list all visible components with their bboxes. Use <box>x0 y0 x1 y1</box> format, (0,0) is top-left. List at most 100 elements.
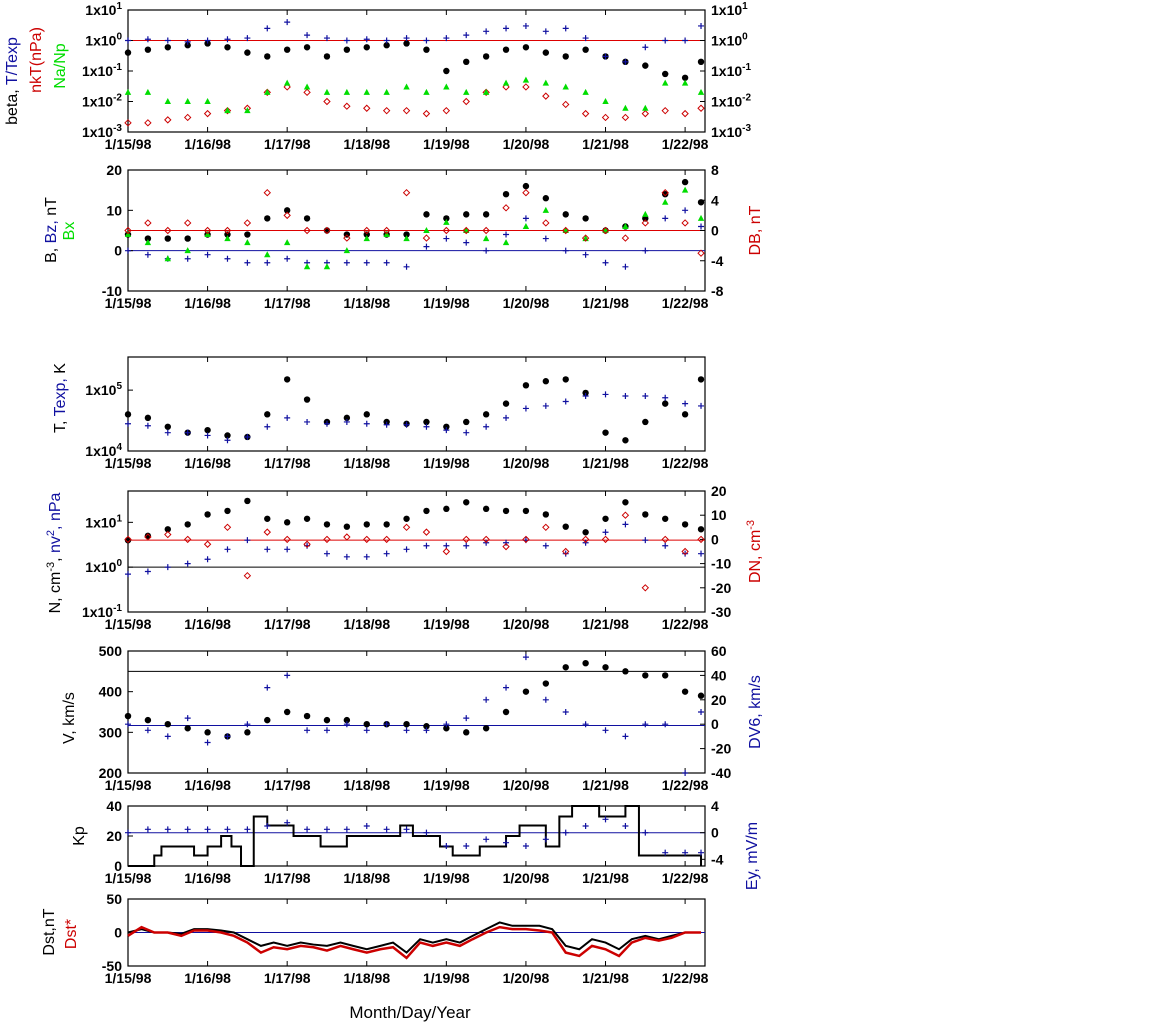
data-point <box>224 36 231 43</box>
data-point <box>562 398 569 405</box>
data-point <box>697 526 705 533</box>
data-point <box>502 542 510 551</box>
data-point <box>542 378 550 385</box>
data-point <box>442 106 451 115</box>
data-point <box>443 542 450 549</box>
data-point <box>443 725 450 732</box>
data-point <box>203 109 212 118</box>
y-tick-label: 0 <box>114 243 122 259</box>
data-point <box>303 226 311 235</box>
data-point <box>363 104 371 112</box>
data-point <box>662 70 669 78</box>
data-point <box>124 49 132 56</box>
data-point <box>642 247 649 254</box>
data-point <box>582 660 589 667</box>
data-point <box>244 729 251 736</box>
data-point <box>682 37 689 44</box>
data-point <box>144 219 152 227</box>
data-point <box>698 849 705 856</box>
x-tick-label: 1/18/98 <box>343 136 390 152</box>
series-p4-1 <box>125 521 705 578</box>
data-point <box>204 556 211 563</box>
data-point <box>661 188 669 197</box>
data-point <box>343 716 351 724</box>
data-point <box>463 715 470 722</box>
data-point <box>622 823 629 829</box>
data-point <box>125 37 131 44</box>
data-point <box>223 226 232 235</box>
y-tick-label: 1x101 <box>85 1 122 18</box>
data-point <box>224 44 231 51</box>
data-point <box>641 584 650 592</box>
x-tick-label: 1/16/98 <box>184 616 231 632</box>
y-tick-label: 20 <box>711 692 727 708</box>
data-point <box>144 422 151 429</box>
data-point <box>263 188 271 197</box>
data-point <box>283 46 291 53</box>
x-tick-label: 1/18/98 <box>343 870 390 886</box>
panel-p4: 1/15/98 1/16/98 1/17/98 1/18/98 1/19/98 1/20/… <box>45 483 764 632</box>
data-point <box>697 535 705 544</box>
data-point <box>284 255 291 262</box>
x-tick-label: 1/18/98 <box>343 970 390 986</box>
data-point <box>304 418 311 425</box>
data-point <box>125 829 131 836</box>
data-point <box>542 235 549 242</box>
data-point <box>682 849 689 856</box>
y-tick-label: 1x10-3 <box>711 123 751 140</box>
data-point <box>662 400 669 407</box>
data-point <box>164 44 171 51</box>
data-point <box>522 507 530 515</box>
data-point <box>562 25 569 32</box>
data-point <box>244 497 251 505</box>
y-tick-label: 1x101 <box>85 513 122 530</box>
data-point <box>681 411 689 418</box>
data-point <box>423 211 430 218</box>
data-point <box>582 46 589 53</box>
data-point <box>542 680 550 687</box>
data-point <box>323 97 331 106</box>
data-point <box>184 247 191 254</box>
x-tick-label: 1/17/98 <box>264 455 311 471</box>
data-point <box>463 239 470 246</box>
data-point <box>224 826 231 833</box>
data-point <box>264 215 271 222</box>
data-point <box>382 106 391 115</box>
x-tick-label: 1/17/98 <box>264 136 311 152</box>
x-tick-label: 1/15/98 <box>105 616 152 632</box>
data-point <box>582 88 589 95</box>
data-point <box>522 22 529 29</box>
data-point <box>463 32 470 39</box>
data-point <box>502 708 510 716</box>
data-point <box>622 668 629 675</box>
y-axis-label-left-2: nkT(nPa) <box>28 27 45 93</box>
data-point <box>164 526 171 533</box>
y-tick-label: 1x100 <box>85 32 122 49</box>
data-point <box>124 226 132 235</box>
data-point <box>283 376 291 383</box>
data-point <box>602 816 609 823</box>
data-point <box>697 249 705 257</box>
data-point <box>323 53 331 60</box>
data-point <box>642 721 649 728</box>
x-tick-label: 1/15/98 <box>105 970 152 986</box>
data-point <box>522 654 529 661</box>
x-tick-label: 1/21/98 <box>582 616 629 632</box>
data-point <box>602 727 609 734</box>
data-point <box>303 515 311 522</box>
data-point <box>601 113 610 122</box>
data-point <box>343 533 351 541</box>
series-p1-0 <box>124 40 705 81</box>
data-point <box>243 571 252 580</box>
data-point <box>681 178 689 186</box>
data-point <box>522 843 529 849</box>
data-point <box>423 243 430 250</box>
data-point <box>125 571 131 578</box>
data-point <box>502 204 510 212</box>
data-point <box>423 227 430 233</box>
data-point <box>283 535 291 544</box>
data-point <box>681 219 689 227</box>
data-point <box>144 716 152 724</box>
data-point <box>582 251 589 258</box>
data-point <box>542 28 549 35</box>
